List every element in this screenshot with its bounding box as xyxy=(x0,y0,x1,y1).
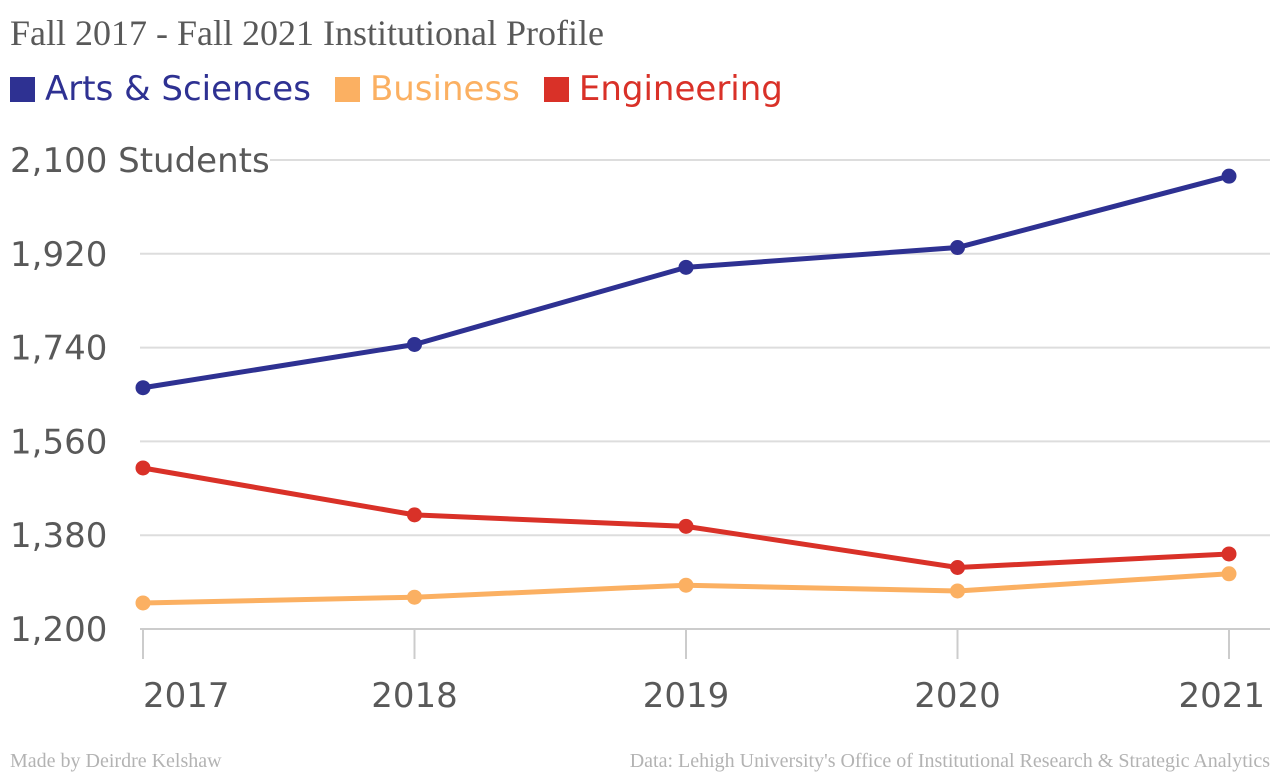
data-point-arts-sciences xyxy=(1221,168,1237,184)
x-tick-label: 2019 xyxy=(643,676,730,716)
data-point-arts-sciences xyxy=(135,380,151,396)
y-tick-label: 1,560 xyxy=(10,422,107,462)
x-tick-label: 2018 xyxy=(371,676,458,716)
data-point-engineering xyxy=(950,560,965,576)
series-layer xyxy=(135,168,1237,611)
x-tick-label: 2017 xyxy=(143,676,230,716)
data-point-business xyxy=(407,589,422,605)
legend-swatch-engineering xyxy=(543,76,569,102)
legend-label-arts-sciences: Arts & Sciences xyxy=(45,69,311,109)
footer-credit: Made by Deirdre Kelshaw xyxy=(10,750,222,772)
data-point-arts-sciences xyxy=(950,240,965,256)
y-tick-label: 1,740 xyxy=(10,329,107,369)
chart-title: Fall 2017 - Fall 2021 Institutional Prof… xyxy=(10,13,604,53)
footer-source: Data: Lehigh University's Office of Inst… xyxy=(629,750,1270,772)
legend-swatch-arts-sciences xyxy=(10,76,35,102)
legend-item-arts-sciences: Arts & Sciences xyxy=(10,69,311,109)
legend-swatch-business xyxy=(334,76,360,102)
data-point-business xyxy=(1221,566,1237,582)
y-tick-label: 1,380 xyxy=(10,516,107,556)
legend-item-business: Business xyxy=(334,69,520,109)
data-point-business xyxy=(678,577,694,593)
legend-label-business: Business xyxy=(369,69,520,109)
data-point-arts-sciences xyxy=(678,259,694,275)
data-point-business xyxy=(950,583,965,599)
y-tick-label: 1,200 xyxy=(10,610,107,650)
legend-item-engineering: Engineering xyxy=(543,69,783,109)
y-tick-label: 1,920 xyxy=(10,235,107,275)
series-line-arts-sciences xyxy=(140,173,1232,391)
legend-label-engineering: Engineering xyxy=(578,69,783,109)
data-point-engineering xyxy=(135,460,151,476)
x-tick-label: 2021 xyxy=(1178,676,1265,716)
data-point-engineering xyxy=(1221,546,1237,562)
data-point-engineering xyxy=(678,518,694,534)
y-tick-label: 2,100 Students xyxy=(10,141,270,181)
x-tick-label: 2020 xyxy=(914,676,1001,716)
data-point-engineering xyxy=(407,507,422,523)
label-layer: 1,200 1,380 1,560 1,740 1,920 2,100 Students 2… xyxy=(10,141,1265,716)
data-point-arts-sciences xyxy=(407,336,422,352)
data-point-business xyxy=(135,595,151,611)
legend: Arts & Sciences Business Engineering xyxy=(10,68,807,110)
grid-layer xyxy=(140,159,1270,659)
series-line-engineering xyxy=(140,465,1232,571)
